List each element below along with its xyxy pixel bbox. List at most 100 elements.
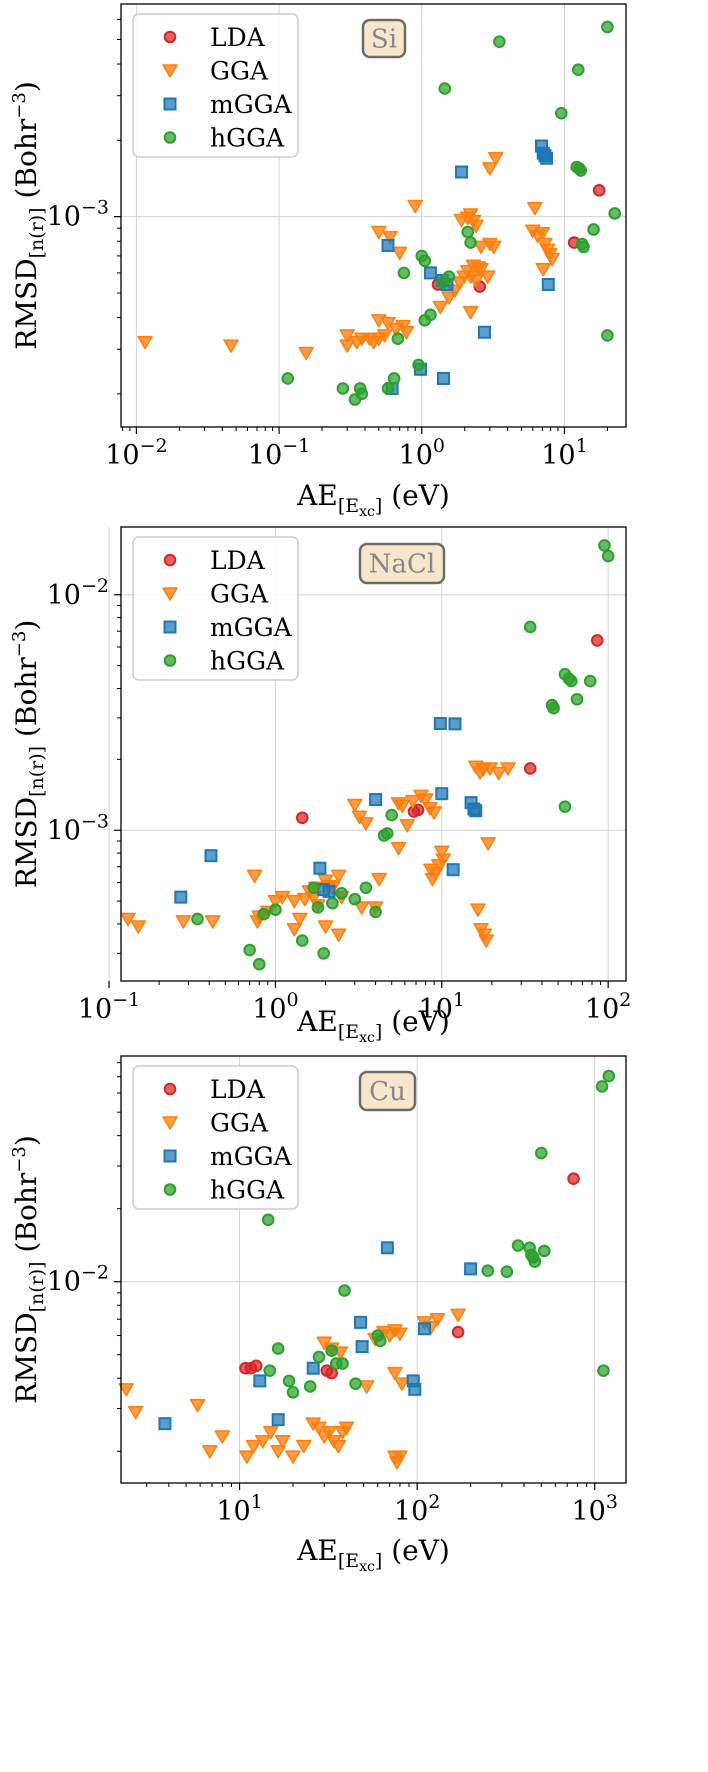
point-hgga — [601, 549, 615, 563]
axes-frame — [120, 1055, 627, 1484]
point-hgga — [336, 382, 350, 395]
point-gga — [175, 915, 192, 929]
point-hgga — [587, 223, 600, 236]
point-gga — [468, 274, 484, 288]
series-mgga — [158, 1241, 478, 1431]
point-gga — [470, 903, 486, 917]
point-hgga — [312, 1350, 326, 1364]
material-tag: NaCl — [369, 550, 435, 580]
panel-nacl: 10−1 100 101 102 10−3 10−2 LDA GGA mGGA hGGA NaCl A… — [9, 526, 631, 1046]
point-hgga — [558, 800, 572, 813]
legend-marker-gga — [162, 64, 178, 78]
legend-frame — [132, 1065, 299, 1210]
point-gga — [417, 793, 434, 807]
point-gga — [450, 1308, 466, 1323]
point-hgga — [359, 881, 373, 895]
legend: LDA GGA mGGA hGGA — [132, 13, 299, 158]
point-gga — [535, 263, 551, 277]
point-hgga — [355, 387, 369, 401]
point-gga — [321, 1425, 338, 1440]
legend-label-mgga: mGGA — [210, 90, 293, 119]
point-gga — [429, 1313, 446, 1327]
legend-marker-lda — [163, 1082, 177, 1096]
legend-marker-mgga — [163, 1149, 177, 1163]
point-hgga — [598, 539, 611, 552]
point-hgga — [442, 270, 456, 283]
point-mgga — [448, 717, 462, 731]
point-gga — [347, 798, 363, 813]
point-gga — [353, 901, 370, 915]
point-gga — [462, 305, 479, 320]
x-tick-label: 10−2 — [105, 435, 167, 471]
point-gga — [285, 1450, 301, 1464]
legend-frame — [132, 536, 299, 681]
legend-marker-gga — [162, 587, 178, 601]
point-hgga — [311, 901, 325, 914]
point-mgga — [436, 371, 450, 385]
point-gga — [390, 841, 407, 856]
point-hgga — [391, 332, 405, 346]
point-hgga — [281, 372, 295, 385]
point-gga — [479, 270, 496, 284]
point-gga — [426, 806, 442, 820]
point-gga — [202, 1445, 218, 1459]
point-gga — [204, 915, 221, 929]
point-gga — [394, 1377, 410, 1391]
point-lda — [451, 1325, 465, 1339]
point-hgga — [438, 82, 452, 95]
point-hgga — [601, 20, 614, 34]
legend-marker-mgga — [163, 97, 177, 111]
point-hgga — [286, 1386, 300, 1399]
series-lda — [431, 184, 606, 293]
point-gga — [473, 240, 489, 255]
point-hgga — [412, 358, 425, 372]
series-gga — [120, 760, 516, 948]
point-hgga — [325, 1344, 338, 1357]
point-hgga — [243, 943, 256, 957]
series-hgga — [281, 20, 622, 406]
point-mgga — [433, 717, 447, 731]
series-hgga — [191, 539, 615, 971]
legend-label-mgga: mGGA — [210, 613, 293, 642]
point-mgga — [435, 787, 449, 801]
point-gga — [435, 853, 451, 867]
legend-label-mgga: mGGA — [210, 1142, 293, 1171]
point-gga — [291, 912, 308, 927]
legend-marker-hgga — [163, 1183, 177, 1196]
y-axis-label: RMSD[n(r)] (Bohr−3) — [9, 620, 48, 889]
point-gga — [392, 1327, 408, 1342]
point-gga — [120, 912, 136, 927]
legend-label-lda: LDA — [210, 1075, 266, 1104]
point-mgga — [355, 1340, 369, 1354]
point-gga — [246, 869, 263, 884]
legend-marker-lda — [163, 553, 177, 567]
x-axis-label: AE[Exc] (eV) — [296, 1534, 450, 1575]
point-hgga — [511, 1239, 525, 1252]
point-mgga — [417, 1322, 431, 1336]
point-gga — [127, 1405, 144, 1420]
point-gga — [486, 240, 502, 255]
point-hgga — [577, 240, 590, 254]
point-mgga — [381, 238, 395, 252]
point-gga — [434, 845, 450, 860]
point-gga — [270, 1445, 286, 1459]
point-gga — [338, 1421, 355, 1436]
point-mgga — [158, 1417, 172, 1431]
point-mgga — [306, 1361, 320, 1375]
point-gga — [286, 922, 303, 937]
series-lda — [295, 634, 604, 825]
point-gga — [371, 225, 387, 240]
point-gga — [491, 766, 507, 781]
point-mgga — [446, 863, 460, 877]
legend-marker-hgga — [163, 654, 177, 667]
point-mgga — [423, 266, 437, 280]
point-hgga — [608, 207, 622, 220]
legend-label-gga: GGA — [210, 580, 269, 609]
material-tag: Si — [371, 25, 397, 55]
series-hgga — [261, 1069, 616, 1399]
point-gga — [239, 1450, 255, 1464]
point-hgga — [464, 236, 477, 249]
point-mgga — [322, 884, 336, 898]
point-hgga — [336, 1357, 349, 1370]
x-tick-label: 101 — [541, 435, 587, 471]
